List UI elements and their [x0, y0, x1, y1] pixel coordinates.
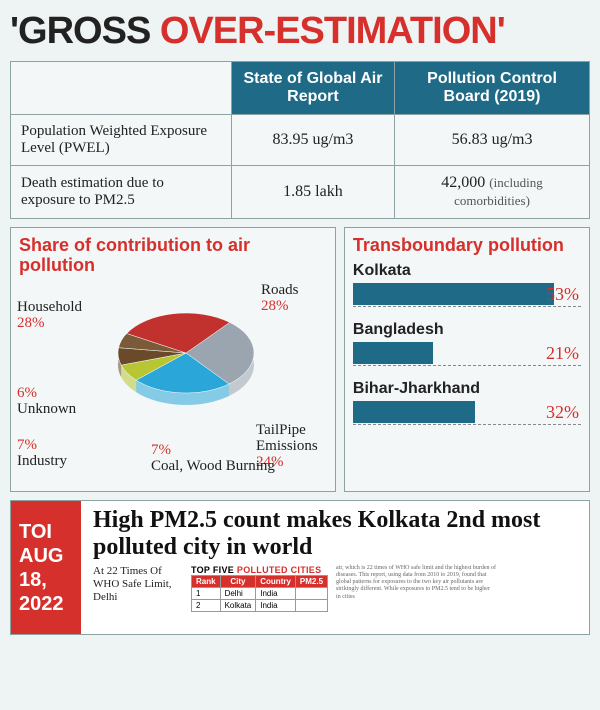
bar-fill [353, 401, 475, 423]
clip-mini-table: TOP FIVE POLLUTED CITIES RankCityCountry… [191, 565, 328, 612]
clip-month: AUG [19, 544, 73, 568]
bar-title: Transboundary pollution [353, 236, 581, 256]
mini-th: PM2.5 [295, 575, 327, 587]
row-label: Death estimation due to exposure to PM2.… [11, 166, 232, 219]
pie-label-household: Household28% [17, 300, 82, 332]
bar-value: 21% [546, 343, 579, 364]
bar-label: Bangladesh [353, 321, 581, 339]
bar-track: 53% [353, 283, 581, 307]
mini-th: City [220, 575, 256, 587]
mini-table-caption: TOP FIVE POLLUTED CITIES [191, 565, 328, 575]
row-value-1: 83.95 ug/m3 [231, 115, 394, 166]
row-value-2: 56.83 ug/m3 [395, 115, 590, 166]
header-col-2: Pollution Control Board (2019) [395, 62, 590, 115]
header-blank [11, 62, 232, 115]
bar-row-kolkata: Kolkata 53% [353, 262, 581, 307]
mini-cell: India [256, 587, 296, 599]
bar-value: 32% [546, 402, 579, 423]
caption-red: POLLUTED CITIES [237, 565, 322, 575]
mini-cell: Kolkata [220, 599, 256, 611]
clip-subhead: At 22 Times Of WHO Safe Limit, Delhi [93, 565, 183, 605]
pie-panel: Share of contribution to air pollution R… [10, 227, 336, 492]
bar-label: Bihar-Jharkhand [353, 380, 581, 398]
mini-cell [295, 599, 327, 611]
mini-cell: India [256, 599, 296, 611]
clip-day: 18, [19, 568, 73, 592]
row-value-2: 42,000 (including comorbidities) [395, 166, 590, 219]
mini-cell: 2 [192, 599, 221, 611]
mini-cell [295, 587, 327, 599]
table-row: Population Weighted Exposure Level (PWEL… [11, 115, 590, 166]
table-row: Death estimation due to exposure to PM2.… [11, 166, 590, 219]
clip-date-box: TOI AUG 18, 2022 [11, 501, 81, 634]
table-header-row: State of Global Air Report Pollution Con… [11, 62, 590, 115]
header-col-1: State of Global Air Report [231, 62, 394, 115]
pie-chart [116, 303, 256, 443]
mini-th: Country [256, 575, 296, 587]
caption-black: TOP FIVE [191, 565, 237, 575]
clip-year: 2022 [19, 592, 73, 616]
mini-cell: Delhi [220, 587, 256, 599]
headline-part-2: OVER-ESTIMATION' [160, 10, 505, 52]
pie-label-industry: 7%Industry [17, 438, 67, 470]
mini-th: Rank [192, 575, 221, 587]
bar-track: 21% [353, 342, 581, 366]
bar-row-bihar-jharkhand: Bihar-Jharkhand 32% [353, 380, 581, 425]
clip-org: TOI [19, 520, 73, 544]
bar-fill [353, 283, 554, 305]
bar-value: 53% [546, 284, 579, 305]
news-clipping: TOI AUG 18, 2022 High PM2.5 count makes … [10, 500, 590, 635]
clip-blurb: air, which is 22 times of WHO safe limit… [336, 565, 496, 601]
clip-headline: High PM2.5 count makes Kolkata 2nd most … [93, 507, 579, 561]
bar-fill [353, 342, 433, 364]
pie-label-coal-wood-burning: 7%Coal, Wood Burning [151, 443, 275, 475]
bar-row-bangladesh: Bangladesh 21% [353, 321, 581, 366]
main-headline: 'GROSS OVER-ESTIMATION' [10, 10, 590, 53]
bar-track: 32% [353, 401, 581, 425]
mini-cell: 1 [192, 587, 221, 599]
row-label: Population Weighted Exposure Level (PWEL… [11, 115, 232, 166]
bar-label: Kolkata [353, 262, 581, 280]
bar-panel: Transboundary pollution Kolkata 53% Bangla… [344, 227, 590, 492]
clip-body: High PM2.5 count makes Kolkata 2nd most … [81, 501, 589, 634]
pie-title: Share of contribution to air pollution [19, 236, 327, 276]
mini-row: 1DelhiIndia [192, 587, 328, 599]
mini-row: 2KolkataIndia [192, 599, 328, 611]
headline-part-1: 'GROSS [10, 10, 160, 52]
row-value-1: 1.85 lakh [231, 166, 394, 219]
pie-label-roads: Roads28% [261, 283, 299, 315]
pie-label-unknown: 6%Unknown [17, 386, 76, 418]
comparison-table: State of Global Air Report Pollution Con… [10, 61, 590, 219]
